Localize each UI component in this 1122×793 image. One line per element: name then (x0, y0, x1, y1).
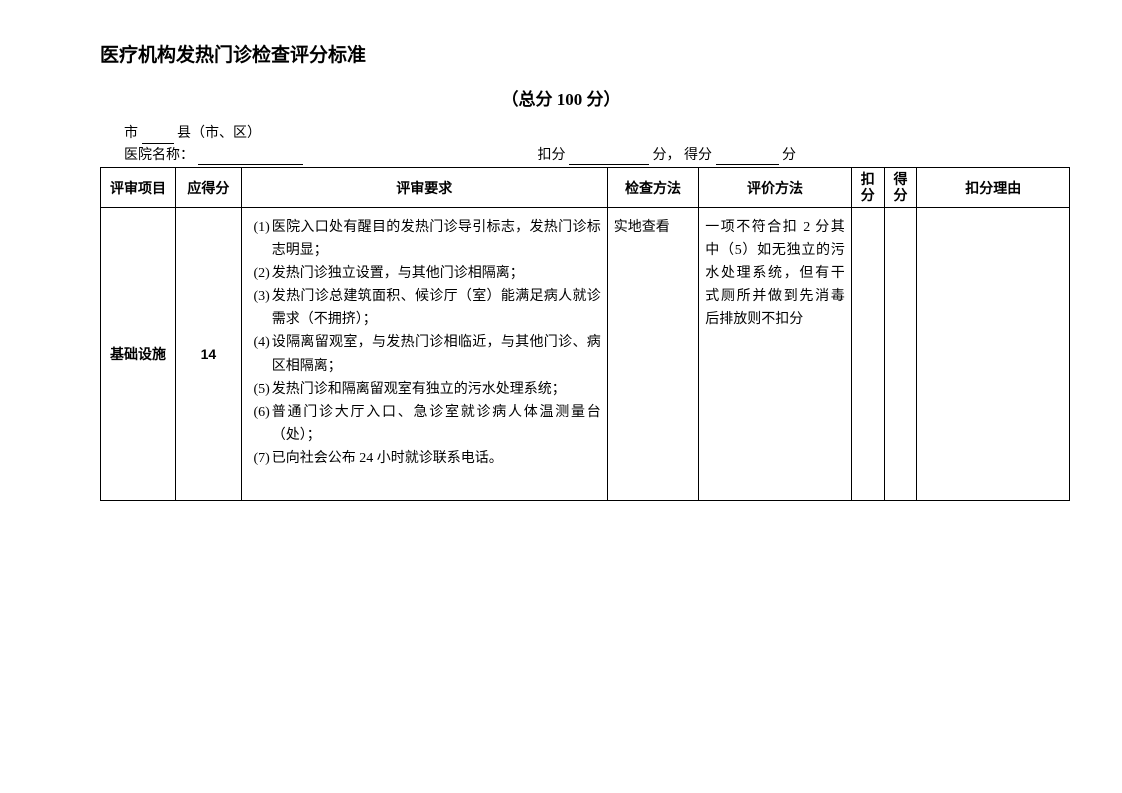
city-blank (142, 128, 174, 144)
hospital-label: 医院名称： (124, 148, 194, 163)
requirement-text: 已向社会公布 24 小时就诊联系电话。 (272, 447, 601, 470)
score-unit: 分， (653, 148, 681, 163)
county-suffix: 县（市、区） (177, 126, 261, 141)
deduct-blank (569, 149, 649, 165)
requirement-item: (4)设隔离留观室，与发热门诊相临近，与其他门诊、病区相隔离； (248, 331, 601, 377)
header-requirements: 评审要求 (241, 168, 607, 208)
requirement-item: (7)已向社会公布 24 小时就诊联系电话。 (248, 447, 601, 470)
header-eval-method: 评价方法 (699, 168, 852, 208)
table-header-row: 评审项目 应得分 评审要求 检查方法 评价方法 扣分 得分 扣分理由 (101, 168, 1070, 208)
requirement-number: (4) (248, 331, 272, 377)
page-title: 医疗机构发热门诊检查评分标准 (100, 40, 1072, 67)
requirement-text: 设隔离留观室，与发热门诊相临近，与其他门诊、病区相隔离； (272, 331, 601, 377)
final-label: 得分 (684, 148, 712, 163)
table-row: 基础设施 14 (1)医院入口处有醒目的发热门诊导引标志，发热门诊标志明显；(2… (101, 207, 1070, 500)
info-line-2: 医院名称： 扣分 分， 得分 分 (124, 146, 1072, 166)
header-final-score: 得分 (884, 168, 917, 208)
cell-check-method: 实地查看 (607, 207, 699, 500)
score-unit2: 分 (782, 148, 796, 163)
requirement-text: 医院入口处有醒目的发热门诊导引标志，发热门诊标志明显； (272, 216, 601, 262)
requirement-text: 普通门诊大厅入口、急诊室就诊病人体温测量台（处）； (272, 401, 601, 447)
cell-max-score: 14 (176, 207, 242, 500)
cell-eval-method: 一项不符合扣 2 分其中（5）如无独立的污水处理系统，但有干式厕所并做到先消毒后… (699, 207, 852, 500)
header-reason: 扣分理由 (917, 168, 1070, 208)
cell-final-score (884, 207, 917, 500)
header-check-method: 检查方法 (607, 168, 699, 208)
requirement-number: (5) (248, 378, 272, 401)
city-prefix: 市 (124, 126, 138, 141)
final-blank (716, 149, 779, 165)
requirement-text: 发热门诊独立设置，与其他门诊相隔离； (272, 262, 601, 285)
cell-reason (917, 207, 1070, 500)
header-max-score: 应得分 (176, 168, 242, 208)
requirement-item: (1)医院入口处有醒目的发热门诊导引标志，发热门诊标志明显； (248, 216, 601, 262)
requirement-item: (2)发热门诊独立设置，与其他门诊相隔离； (248, 262, 601, 285)
page-subtitle: （总分 100 分） (50, 85, 1072, 110)
requirement-number: (3) (248, 285, 272, 331)
requirement-item: (3)发热门诊总建筑面积、候诊厅（室）能满足病人就诊需求（不拥挤）； (248, 285, 601, 331)
cell-deduct (851, 207, 884, 500)
hospital-blank (198, 149, 303, 165)
requirement-item: (5)发热门诊和隔离留观室有独立的污水处理系统； (248, 378, 601, 401)
cell-item: 基础设施 (101, 207, 176, 500)
deduct-label: 扣分 (538, 148, 566, 163)
scoring-table: 评审项目 应得分 评审要求 检查方法 评价方法 扣分 得分 扣分理由 基础设施 … (100, 167, 1070, 501)
header-deduct: 扣分 (851, 168, 884, 208)
info-line-1: 市 县（市、区） (124, 124, 1072, 144)
requirement-text: 发热门诊和隔离留观室有独立的污水处理系统； (272, 378, 601, 401)
requirement-item: (6)普通门诊大厅入口、急诊室就诊病人体温测量台（处）； (248, 401, 601, 447)
header-item: 评审项目 (101, 168, 176, 208)
requirement-number: (2) (248, 262, 272, 285)
cell-requirements: (1)医院入口处有醒目的发热门诊导引标志，发热门诊标志明显；(2)发热门诊独立设… (241, 207, 607, 500)
requirement-number: (7) (248, 447, 272, 470)
requirement-text: 发热门诊总建筑面积、候诊厅（室）能满足病人就诊需求（不拥挤）； (272, 285, 601, 331)
requirement-number: (1) (248, 216, 272, 262)
requirement-number: (6) (248, 401, 272, 447)
